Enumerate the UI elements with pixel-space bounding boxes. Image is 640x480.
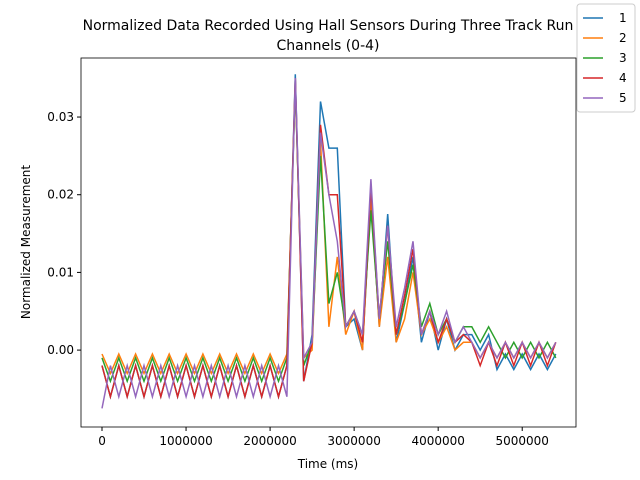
legend-label: 1	[619, 11, 627, 25]
legend-label: 2	[619, 31, 627, 45]
legend-label: 3	[619, 51, 627, 65]
x-tick-label: 2000000	[243, 434, 296, 448]
legend-label: 4	[619, 71, 627, 85]
y-tick-label: 0.00	[47, 343, 74, 357]
x-tick-label: 5000000	[495, 434, 548, 448]
axes-frame	[80, 57, 577, 428]
x-tick-label: 4000000	[411, 434, 464, 448]
data-line	[101, 85, 557, 384]
x-axis-label: Time (ms)	[297, 457, 359, 471]
y-axis-label: Normalized Measurement	[19, 165, 33, 320]
legend-label: 5	[619, 91, 627, 105]
y-tick-label: 0.03	[47, 110, 74, 124]
chart-title: Channels (0-4)	[276, 38, 379, 54]
data-line	[101, 78, 557, 409]
x-tick-label: 3000000	[327, 434, 380, 448]
x-tick-label: 1000000	[159, 434, 212, 448]
y-tick-label: 0.02	[47, 188, 74, 202]
legend-box	[576, 3, 636, 113]
y-tick-label: 0.01	[47, 265, 74, 279]
x-tick-label: 0	[98, 434, 106, 448]
chart-title: Normalized Data Recorded Using Hall Sens…	[83, 18, 574, 34]
